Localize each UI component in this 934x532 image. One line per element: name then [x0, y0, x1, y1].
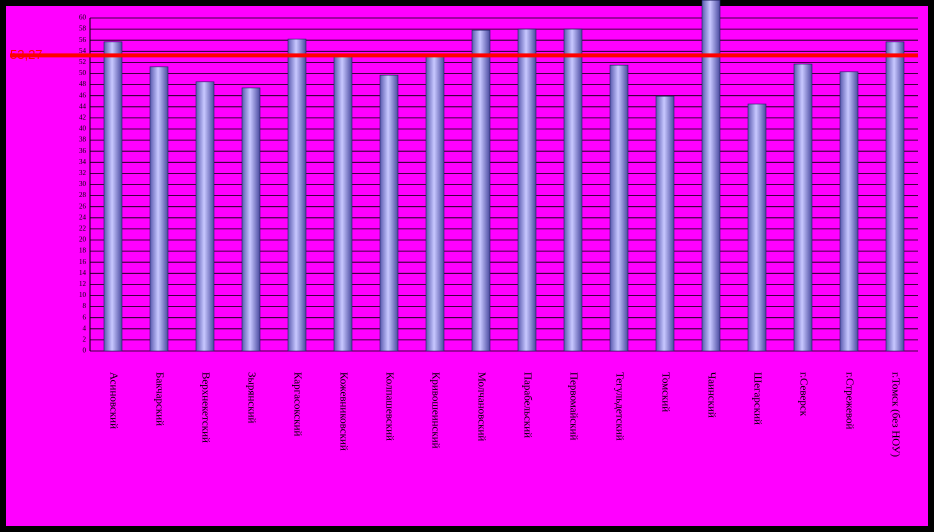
- bar: [425, 55, 445, 352]
- x-tick-label: Бакчарский: [153, 372, 165, 426]
- bar: [563, 28, 583, 352]
- y-tick-label: 6: [83, 313, 87, 321]
- y-tick-label: 44: [79, 102, 87, 110]
- x-tick-label: Тегульдетский: [613, 372, 625, 441]
- y-tick-label: 12: [79, 280, 87, 288]
- y-tick-label: 0: [83, 347, 87, 355]
- y-tick-label: 34: [79, 158, 87, 166]
- y-tick-label: 50: [79, 69, 87, 77]
- y-tick-label: 36: [79, 147, 87, 155]
- bar: [701, 0, 721, 352]
- bar: [333, 55, 353, 352]
- y-tick-label: 10: [79, 291, 87, 299]
- y-tick-label: 2: [83, 336, 87, 344]
- y-tick-label: 4: [83, 324, 87, 332]
- chart-background: [6, 6, 928, 526]
- x-tick-label: Асиновский: [107, 372, 119, 429]
- y-tick-label: 16: [79, 258, 87, 266]
- bar: [149, 66, 169, 352]
- y-tick-label: 52: [79, 58, 87, 66]
- y-tick-label: 56: [79, 36, 87, 44]
- y-tick-label: 60: [79, 14, 87, 22]
- bar: [103, 41, 123, 352]
- bar: [379, 74, 399, 352]
- y-tick-label: 18: [79, 247, 87, 255]
- y-tick-label: 32: [79, 169, 87, 177]
- y-tick-label: 24: [79, 213, 87, 221]
- y-tick-label: 8: [83, 302, 87, 310]
- x-tick-label: Верхнекетский: [199, 372, 211, 443]
- x-tick-label: Кривошеинский: [429, 372, 441, 449]
- y-tick-label: 54: [79, 47, 87, 55]
- y-tick-label: 48: [79, 80, 87, 88]
- x-tick-label: Зырянский: [245, 372, 257, 423]
- x-tick-label: Кожевниковский: [337, 372, 349, 451]
- y-tick-label: 22: [79, 225, 87, 233]
- y-tick-label: 30: [79, 180, 87, 188]
- x-tick-label: Парабельский: [521, 372, 533, 438]
- x-tick-label: Шегарский: [751, 372, 763, 425]
- bar: [655, 95, 675, 352]
- y-tick-label: 58: [79, 25, 87, 33]
- x-tick-label: г.Стрежевой: [843, 372, 855, 429]
- y-tick-label: 38: [79, 136, 87, 144]
- x-tick-label: Колпашевский: [383, 372, 395, 441]
- bar: [241, 87, 261, 352]
- y-tick-label: 42: [79, 114, 87, 122]
- x-tick-label: Молчановский: [475, 372, 487, 441]
- x-tick-label: Каргасокский: [291, 372, 303, 437]
- bar: [609, 64, 629, 352]
- x-tick-label: г.Томск (без НОУ): [889, 372, 901, 457]
- bar: [747, 103, 767, 352]
- y-tick-label: 40: [79, 125, 87, 133]
- y-tick-label: 20: [79, 236, 87, 244]
- x-tick-label: Первомайский: [567, 372, 579, 441]
- x-tick-label: г.Северск: [797, 372, 809, 417]
- bar: [885, 41, 905, 352]
- y-tick-label: 14: [79, 269, 87, 277]
- bar: [471, 29, 491, 352]
- y-tick-label: 46: [79, 91, 87, 99]
- y-tick-label: 28: [79, 191, 87, 199]
- bar: [793, 63, 813, 352]
- bar: [517, 28, 537, 352]
- y-tick-label: 26: [79, 202, 87, 210]
- bar: [839, 71, 859, 352]
- bar: [195, 81, 215, 352]
- reference-label: 53,27: [10, 47, 43, 62]
- bar: [287, 38, 307, 352]
- x-tick-label: Чаинский: [705, 372, 717, 418]
- x-tick-label: Томский: [659, 372, 671, 412]
